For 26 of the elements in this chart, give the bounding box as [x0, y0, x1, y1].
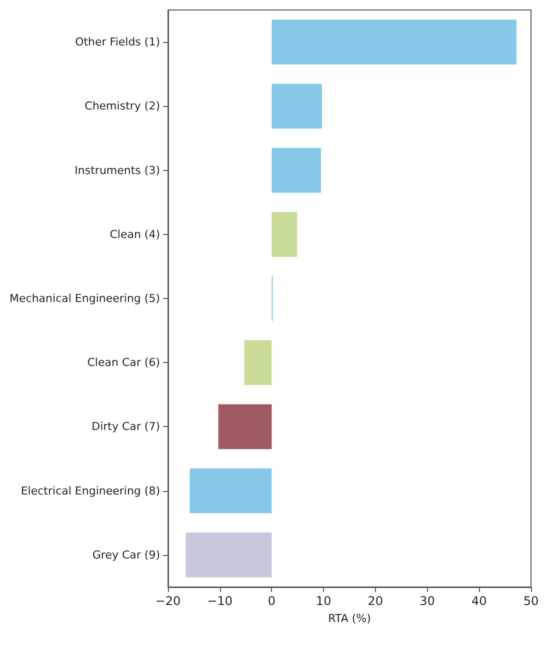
- y-tick-label: Other Fields (1): [75, 36, 160, 49]
- x-tick-label: −20: [155, 594, 181, 608]
- y-tick-label: Grey Car (9): [92, 548, 160, 562]
- x-tick-label: 40: [472, 594, 487, 608]
- y-tick-label: Dirty Car (7): [92, 420, 160, 434]
- x-tick-label: 30: [420, 594, 435, 608]
- y-tick-label: Instruments (3): [74, 164, 160, 177]
- bar: [244, 340, 272, 386]
- x-tick-label: −10: [207, 594, 233, 608]
- x-tick-label: 0: [268, 594, 276, 608]
- bar: [272, 84, 322, 129]
- x-tick-label: 50: [523, 594, 539, 608]
- y-tick-label: Chemistry (2): [84, 100, 160, 113]
- bar: [186, 532, 272, 578]
- y-tick-label: Mechanical Engineering (5): [10, 292, 160, 305]
- y-tick-label: Clean Car (6): [87, 356, 160, 370]
- x-tick-label: 10: [316, 594, 332, 608]
- x-tick-label: 20: [368, 594, 384, 608]
- bar: [218, 404, 272, 450]
- x-axis-title: RTA (%): [328, 612, 371, 625]
- bar: [272, 20, 516, 64]
- bar: [272, 212, 298, 257]
- y-tick-label: Electrical Engineering (8): [20, 484, 160, 498]
- bar: [272, 148, 321, 193]
- bar: [190, 468, 272, 514]
- y-tick-label: Clean (4): [110, 228, 160, 241]
